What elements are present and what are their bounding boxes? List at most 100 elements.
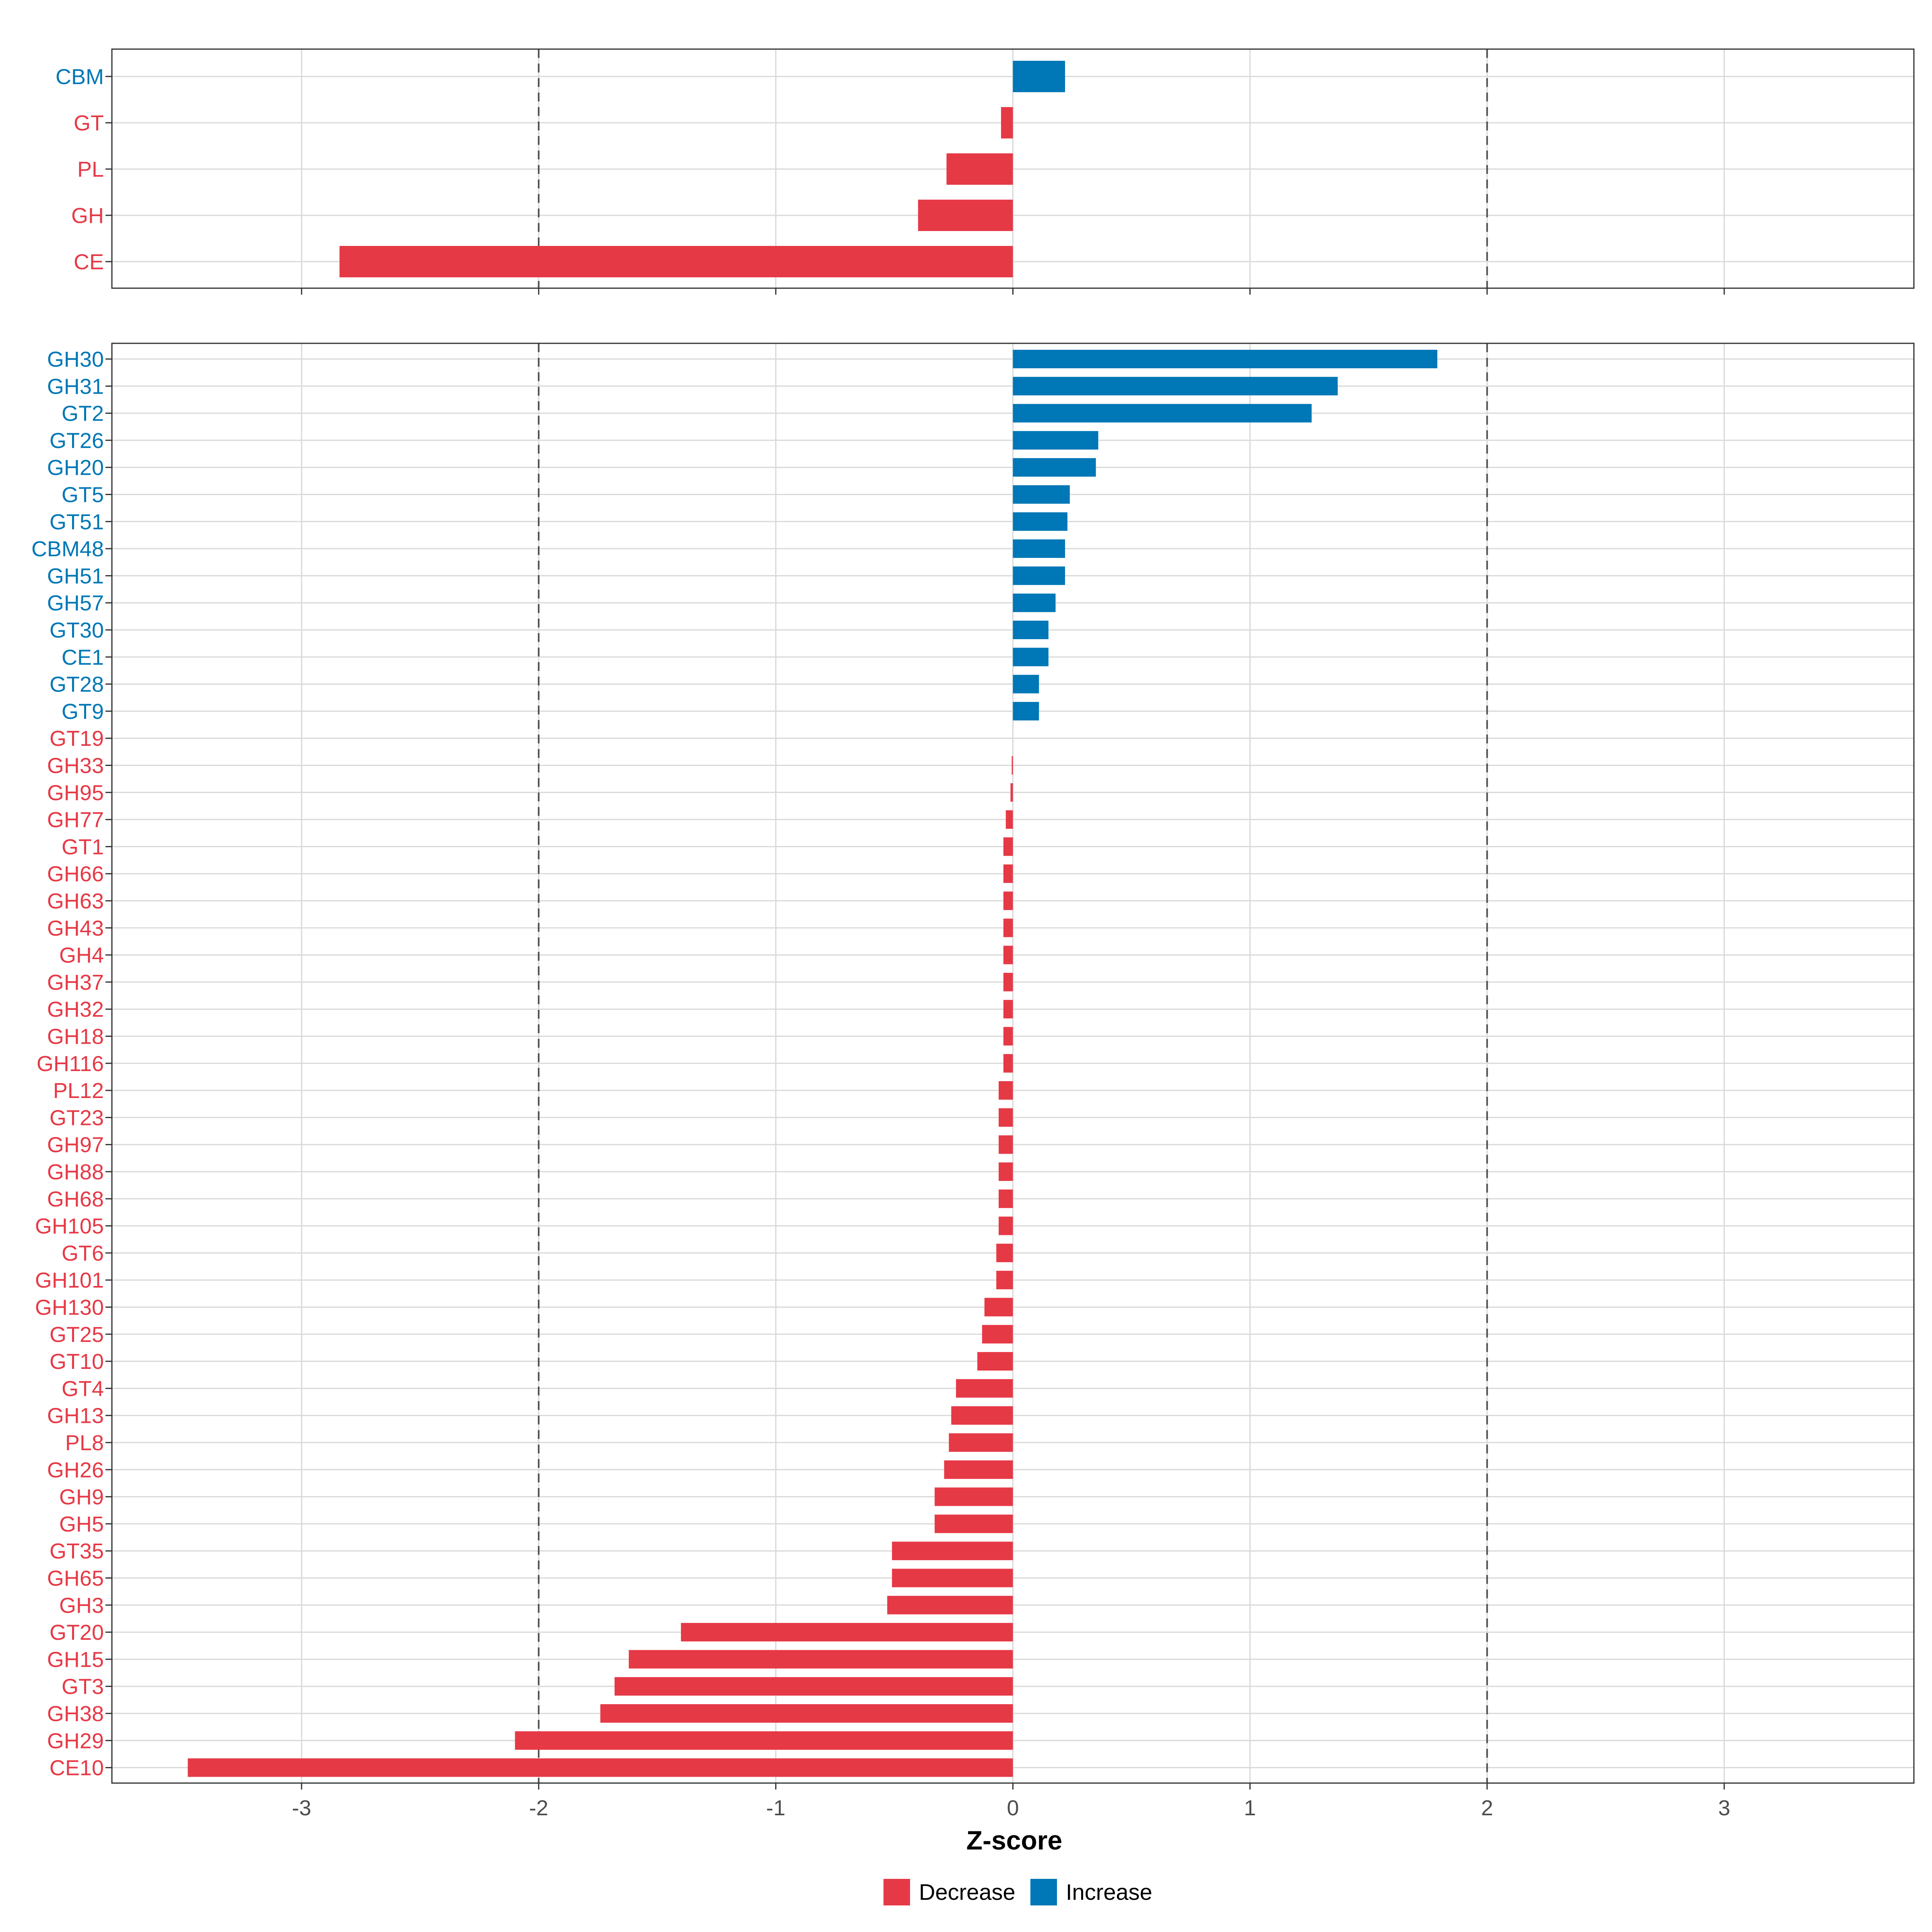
bar-GT51 xyxy=(1013,512,1067,531)
legend-label-decrease: Decrease xyxy=(919,1879,1016,1905)
bar-GT1 xyxy=(1003,837,1013,856)
y-tick-label-GT19: GT19 xyxy=(50,727,104,751)
y-tick-label-GH29: GH29 xyxy=(47,1729,104,1753)
y-tick-label-GH95: GH95 xyxy=(47,781,104,805)
legend-swatch-increase xyxy=(1030,1879,1057,1905)
x-tick-label: 2 xyxy=(1481,1796,1493,1820)
bar-GT6 xyxy=(996,1243,1013,1262)
y-tick-label-GH65: GH65 xyxy=(47,1567,104,1591)
y-tick-label-PL12: PL12 xyxy=(53,1079,104,1103)
y-tick-label-GT9: GT9 xyxy=(62,700,104,724)
legend: Decrease Increase xyxy=(883,1879,1152,1905)
y-tick-label-GH20: GH20 xyxy=(47,456,104,480)
bar-GT10 xyxy=(977,1352,1013,1371)
bar-GT30 xyxy=(1013,621,1049,639)
bar-GH97 xyxy=(999,1135,1013,1154)
y-tick-label-PL8: PL8 xyxy=(65,1431,104,1455)
x-tick-label: 0 xyxy=(1007,1796,1019,1820)
bar-GH26 xyxy=(944,1460,1013,1479)
y-tick-label-GH5: GH5 xyxy=(59,1512,104,1536)
y-tick-label-GH68: GH68 xyxy=(47,1187,104,1211)
y-tick-label-GT3: GT3 xyxy=(62,1675,104,1699)
y-tick-label-CE10: CE10 xyxy=(50,1756,104,1780)
bar-GH57 xyxy=(1013,593,1056,612)
bar-GT9 xyxy=(1013,702,1039,720)
bar-GH68 xyxy=(999,1189,1013,1208)
y-tick-label-GH51: GH51 xyxy=(47,564,104,588)
y-tick-label-GT20: GT20 xyxy=(50,1620,104,1645)
x-tick-label: 3 xyxy=(1718,1796,1730,1820)
y-tick-label-CBM: CBM xyxy=(56,65,104,89)
bar-GH xyxy=(918,200,1013,231)
bar-GH29 xyxy=(515,1731,1013,1750)
bar-GH66 xyxy=(1003,864,1013,883)
bar-GT26 xyxy=(1013,431,1098,450)
bar-GT28 xyxy=(1013,675,1039,694)
y-tick-label-GH30: GH30 xyxy=(47,347,104,372)
bar-GH13 xyxy=(951,1406,1013,1425)
y-tick-label-GT6: GT6 xyxy=(62,1241,104,1265)
bar-GH31 xyxy=(1013,377,1338,396)
bar-GH101 xyxy=(996,1271,1013,1290)
bar-CE xyxy=(339,246,1013,277)
x-axis: -3 -2 -1 0 1 2 3 xyxy=(292,1796,1730,1820)
x-tick-label: -1 xyxy=(766,1796,785,1820)
bar-GH15 xyxy=(629,1650,1013,1669)
y-tick-label-GT25: GT25 xyxy=(50,1323,104,1347)
y-tick-label-GH26: GH26 xyxy=(47,1458,104,1482)
y-tick-label-GH38: GH38 xyxy=(47,1702,104,1726)
bar-CE10 xyxy=(188,1758,1013,1777)
y-tick-label-GH88: GH88 xyxy=(47,1160,104,1184)
bar-GH43 xyxy=(1003,919,1013,937)
x-axis-title: Z-score xyxy=(966,1825,1062,1855)
y-tick-label-GT5: GT5 xyxy=(62,483,104,507)
y-tick-label-CE1: CE1 xyxy=(62,645,104,669)
y-tick-label-GH63: GH63 xyxy=(47,889,104,913)
bar-CBM xyxy=(1013,61,1065,92)
y-tick-label-GT4: GT4 xyxy=(62,1377,104,1401)
bar-GH88 xyxy=(999,1162,1013,1181)
bar-GH77 xyxy=(1005,810,1013,829)
bar-GT20 xyxy=(681,1623,1013,1642)
bar-PL8 xyxy=(949,1433,1013,1452)
bar-CE1 xyxy=(1013,648,1049,667)
bar-GT2 xyxy=(1013,404,1312,423)
y-tick-label-GT51: GT51 xyxy=(50,510,104,534)
y-tick-label-GH3: GH3 xyxy=(59,1593,104,1618)
bar-GH63 xyxy=(1003,892,1013,910)
bar-GT3 xyxy=(614,1677,1013,1696)
bar-GT23 xyxy=(999,1108,1013,1127)
bar-GH38 xyxy=(600,1704,1013,1723)
y-tick-label-GH97: GH97 xyxy=(47,1133,104,1157)
y-tick-label-GH9: GH9 xyxy=(59,1485,104,1509)
bar-GH51 xyxy=(1013,566,1065,585)
top-panel: CBM GT PL GH CE xyxy=(56,48,1915,295)
y-tick-label-GH130: GH130 xyxy=(35,1296,104,1320)
y-tick-label-GT23: GT23 xyxy=(50,1106,104,1130)
bar-GT25 xyxy=(982,1325,1013,1344)
bar-CBM48 xyxy=(1013,539,1065,558)
y-tick-label-GT35: GT35 xyxy=(50,1539,104,1563)
y-tick-label-GH101: GH101 xyxy=(35,1268,104,1292)
y-tick-label-GH43: GH43 xyxy=(47,916,104,940)
bar-GH105 xyxy=(999,1216,1013,1235)
bar-GT35 xyxy=(892,1542,1013,1560)
y-tick-label-GH: GH xyxy=(71,204,104,228)
x-tick-label: -2 xyxy=(529,1796,548,1820)
bar-GH18 xyxy=(1003,1027,1013,1046)
legend-swatch-decrease xyxy=(883,1879,910,1905)
bar-GH95 xyxy=(1010,783,1013,802)
y-tick-label-GH18: GH18 xyxy=(47,1025,104,1049)
y-tick-label-GH13: GH13 xyxy=(47,1404,104,1428)
bar-GH4 xyxy=(1003,945,1013,964)
y-tick-label-GT2: GT2 xyxy=(62,402,104,426)
y-tick-label-CE: CE xyxy=(74,250,104,274)
bar-GH37 xyxy=(1003,972,1013,991)
y-tick-label-GT10: GT10 xyxy=(50,1350,104,1374)
y-tick-label-GH77: GH77 xyxy=(47,808,104,832)
y-tick-label-GT: GT xyxy=(74,111,104,135)
y-tick-label-GH15: GH15 xyxy=(47,1647,104,1672)
y-tick-label-GH31: GH31 xyxy=(47,374,104,398)
bar-GH130 xyxy=(984,1298,1013,1317)
